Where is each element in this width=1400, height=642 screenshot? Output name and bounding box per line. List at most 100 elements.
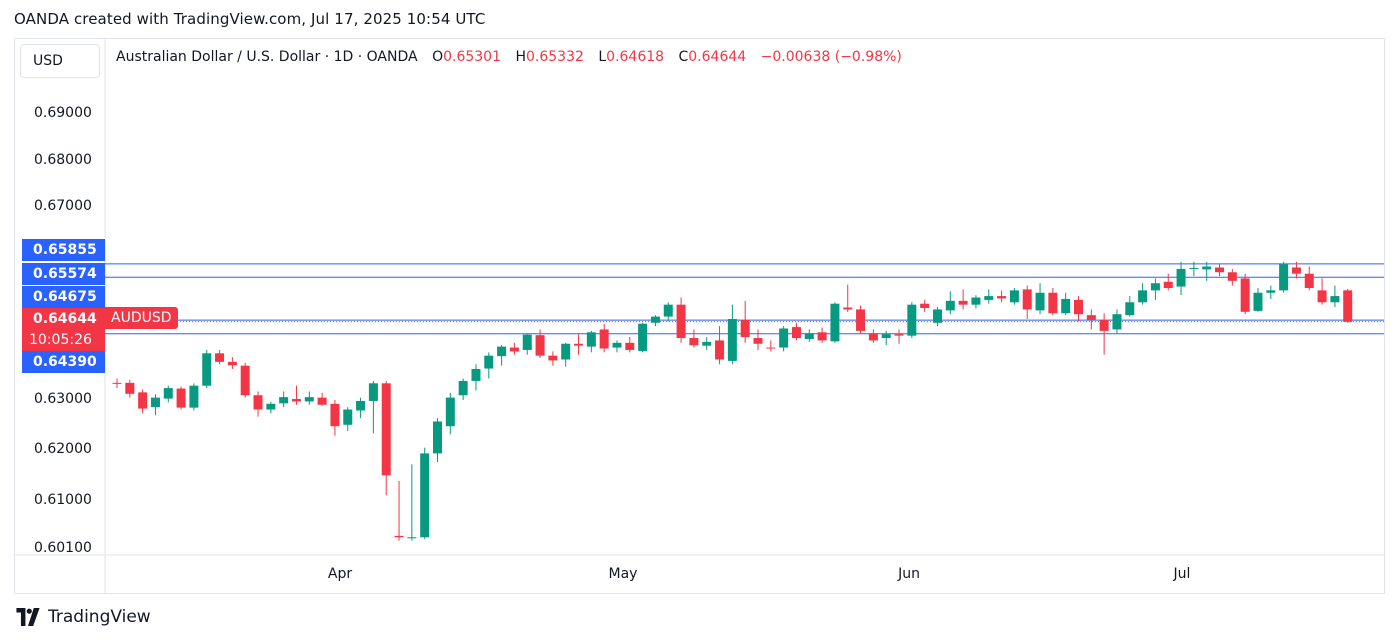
candle[interactable] — [1189, 261, 1199, 277]
candle[interactable] — [420, 447, 430, 540]
candle[interactable] — [766, 340, 776, 352]
candle[interactable] — [1215, 264, 1225, 277]
candle[interactable] — [253, 391, 263, 417]
candle[interactable] — [1009, 287, 1019, 305]
candle[interactable] — [433, 418, 442, 462]
candle[interactable] — [727, 304, 737, 365]
candle[interactable] — [1048, 287, 1058, 316]
candle[interactable] — [1099, 313, 1109, 355]
candle[interactable] — [125, 379, 135, 398]
candle[interactable] — [1291, 261, 1301, 279]
candle[interactable] — [945, 291, 955, 315]
candle[interactable] — [1202, 261, 1212, 281]
candle[interactable] — [1304, 266, 1314, 291]
candle[interactable] — [150, 394, 160, 416]
candle[interactable] — [997, 290, 1007, 303]
candle[interactable] — [535, 329, 545, 359]
candle[interactable] — [1279, 261, 1289, 293]
candle[interactable] — [548, 351, 558, 366]
candle[interactable] — [1022, 285, 1032, 319]
candle[interactable] — [689, 329, 699, 348]
candle[interactable] — [368, 380, 378, 434]
candle[interactable] — [1150, 278, 1160, 300]
candle[interactable] — [1138, 283, 1148, 305]
candle[interactable] — [561, 342, 571, 367]
candle[interactable] — [650, 315, 660, 327]
candle[interactable] — [1330, 285, 1340, 308]
candle[interactable] — [599, 323, 609, 353]
candle[interactable] — [176, 386, 186, 410]
candle[interactable] — [804, 329, 814, 342]
candle[interactable] — [740, 300, 750, 343]
candle[interactable] — [817, 327, 827, 343]
candle[interactable] — [1343, 288, 1353, 323]
candle[interactable] — [1074, 296, 1083, 322]
currency-button[interactable]: USD — [20, 44, 100, 78]
candle[interactable] — [1317, 278, 1327, 305]
candle[interactable] — [920, 299, 930, 312]
candle[interactable] — [779, 326, 789, 352]
candle[interactable] — [227, 357, 237, 370]
candle[interactable] — [971, 295, 981, 309]
candle[interactable] — [484, 352, 494, 379]
candle[interactable] — [574, 334, 584, 355]
candle[interactable] — [215, 349, 225, 365]
candle[interactable] — [394, 481, 404, 541]
candle[interactable] — [522, 333, 532, 355]
candle[interactable] — [984, 289, 994, 304]
candle[interactable] — [791, 322, 801, 341]
candle[interactable] — [445, 392, 455, 435]
candle[interactable] — [138, 389, 148, 414]
candle[interactable] — [638, 322, 648, 353]
candle[interactable] — [868, 329, 878, 343]
candle[interactable] — [189, 383, 199, 411]
candle[interactable] — [407, 464, 417, 541]
candle[interactable] — [1163, 273, 1173, 291]
candle[interactable] — [471, 364, 481, 391]
candle[interactable] — [279, 391, 289, 408]
candle[interactable] — [753, 329, 763, 350]
candle[interactable] — [1227, 268, 1237, 286]
candle[interactable] — [702, 337, 712, 350]
candle[interactable] — [958, 289, 968, 310]
candle[interactable] — [1112, 309, 1122, 334]
candle[interactable] — [163, 385, 173, 403]
candle[interactable] — [497, 345, 507, 366]
candle[interactable] — [266, 401, 276, 414]
candle[interactable] — [1035, 283, 1045, 315]
candle[interactable] — [458, 378, 468, 400]
candle[interactable] — [586, 330, 596, 353]
candle[interactable] — [715, 326, 725, 365]
candle[interactable] — [830, 302, 840, 343]
candle[interactable] — [381, 380, 391, 496]
candle[interactable] — [907, 302, 917, 339]
candle[interactable] — [663, 302, 673, 322]
candle[interactable] — [881, 330, 891, 346]
candle[interactable] — [330, 400, 340, 436]
candle[interactable] — [625, 337, 635, 353]
candle[interactable] — [317, 392, 327, 406]
candle[interactable] — [894, 329, 904, 344]
candle[interactable] — [843, 284, 853, 312]
candle[interactable] — [1125, 296, 1135, 317]
candle[interactable] — [343, 407, 353, 431]
chart-frame[interactable] — [14, 38, 1385, 594]
candle[interactable] — [856, 305, 866, 334]
candle[interactable] — [202, 349, 212, 389]
candle[interactable] — [676, 297, 686, 343]
candle[interactable] — [356, 397, 366, 419]
candle[interactable] — [612, 340, 622, 353]
candle[interactable] — [240, 362, 250, 398]
candle[interactable] — [291, 385, 301, 405]
candle[interactable] — [509, 342, 519, 355]
candle[interactable] — [1061, 292, 1071, 316]
candle[interactable] — [1266, 285, 1276, 299]
candle[interactable] — [112, 378, 122, 389]
candle[interactable] — [1086, 309, 1096, 330]
candle[interactable] — [932, 307, 942, 327]
candle[interactable] — [1240, 273, 1250, 315]
candle[interactable] — [1253, 287, 1263, 312]
candle[interactable] — [1176, 261, 1186, 296]
candle[interactable] — [304, 391, 314, 405]
